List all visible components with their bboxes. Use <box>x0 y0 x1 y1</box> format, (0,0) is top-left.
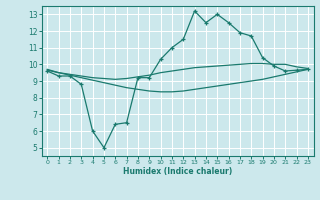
X-axis label: Humidex (Indice chaleur): Humidex (Indice chaleur) <box>123 167 232 176</box>
